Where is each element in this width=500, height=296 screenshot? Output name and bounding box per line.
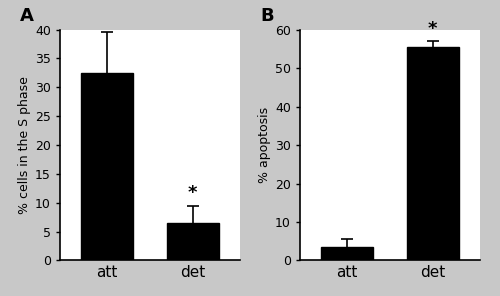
Text: *: * (428, 20, 438, 38)
Bar (82, 73, 133, 260)
Text: A: A (20, 7, 34, 25)
Y-axis label: % apoptosis: % apoptosis (258, 107, 271, 183)
Bar (407, 47, 459, 260)
Text: *: * (188, 184, 198, 202)
Text: B: B (260, 7, 274, 25)
Bar (322, 247, 373, 260)
Bar (167, 223, 218, 260)
Y-axis label: % cells in the S phase: % cells in the S phase (18, 76, 31, 214)
